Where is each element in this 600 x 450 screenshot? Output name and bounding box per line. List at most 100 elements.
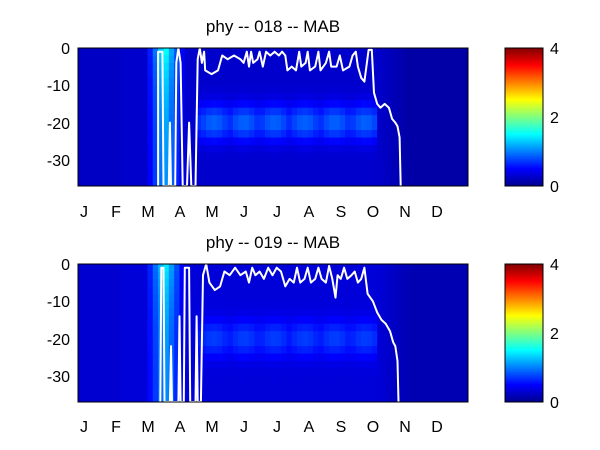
heatmap-cell bbox=[248, 301, 255, 310]
heatmap-cell bbox=[377, 278, 384, 287]
heatmap-cell bbox=[211, 100, 218, 109]
heatmap-cell bbox=[457, 323, 464, 332]
heatmap-cell bbox=[345, 167, 352, 176]
heatmap-cell bbox=[243, 390, 250, 399]
heatmap-cell bbox=[104, 398, 111, 402]
heatmap-cell bbox=[142, 323, 149, 332]
heatmap-cell bbox=[457, 92, 464, 101]
heatmap-cell bbox=[334, 85, 341, 94]
heatmap-cell bbox=[323, 375, 330, 384]
heatmap-cell bbox=[142, 375, 149, 384]
heatmap-cell bbox=[259, 77, 266, 86]
heatmap-cell bbox=[419, 100, 426, 109]
heatmap-cell bbox=[158, 174, 165, 183]
heatmap-cell bbox=[457, 264, 464, 273]
heatmap-cell bbox=[115, 360, 122, 370]
heatmap-cell bbox=[371, 122, 378, 131]
heatmap-cell bbox=[174, 271, 181, 280]
heatmap-cell bbox=[163, 383, 170, 392]
heatmap-cell bbox=[147, 383, 154, 392]
heatmap-cell bbox=[232, 398, 239, 402]
heatmap-cell bbox=[286, 144, 293, 154]
heatmap-cell bbox=[350, 130, 357, 139]
heatmap-cell bbox=[403, 383, 410, 392]
heatmap-cell bbox=[318, 62, 325, 71]
heatmap-cell bbox=[211, 174, 218, 183]
heatmap-cell bbox=[190, 398, 197, 402]
heatmap-cell bbox=[371, 144, 378, 154]
heatmap-cell bbox=[136, 308, 143, 317]
heatmap-cell bbox=[142, 122, 149, 131]
heatmap-cell bbox=[88, 286, 95, 295]
heatmap-cell bbox=[355, 301, 362, 310]
heatmap-cell bbox=[88, 331, 95, 340]
heatmap-cell bbox=[297, 264, 303, 273]
heatmap-cell bbox=[339, 316, 346, 325]
heatmap-cell bbox=[152, 398, 159, 402]
heatmap-cell bbox=[238, 48, 245, 57]
heatmap-cell bbox=[339, 368, 346, 377]
heatmap-cell bbox=[318, 390, 325, 399]
heatmap-cell bbox=[227, 144, 234, 154]
heatmap-cell bbox=[409, 271, 416, 280]
heatmap-cell bbox=[115, 48, 122, 57]
heatmap-cell bbox=[179, 286, 186, 295]
heatmap-cell bbox=[387, 174, 394, 183]
heatmap-cell bbox=[211, 182, 218, 186]
heatmap-cell bbox=[83, 100, 90, 109]
heatmap-cell bbox=[136, 271, 143, 280]
heatmap-cell bbox=[361, 62, 368, 71]
heatmap-cell bbox=[163, 115, 170, 124]
heatmap-cell bbox=[398, 286, 405, 295]
heatmap-cell bbox=[457, 144, 464, 154]
heatmap-cell bbox=[115, 323, 122, 332]
heatmap-cell bbox=[142, 48, 149, 57]
heatmap-cell bbox=[174, 323, 181, 332]
colorbar-gradient-2 bbox=[504, 263, 544, 403]
heatmap-cell bbox=[147, 346, 154, 355]
heatmap-cell bbox=[313, 100, 320, 109]
heatmap-cell bbox=[83, 398, 90, 402]
heatmap-cell bbox=[120, 159, 127, 168]
heatmap-cell bbox=[147, 137, 154, 146]
heatmap-cell bbox=[126, 278, 133, 287]
heatmap-cell bbox=[88, 271, 95, 280]
heatmap-cell bbox=[163, 107, 170, 116]
heatmap-cell bbox=[211, 278, 218, 287]
heatmap-cell bbox=[286, 316, 293, 325]
heatmap-cell bbox=[318, 398, 325, 402]
heatmap-cell bbox=[152, 85, 159, 94]
heatmap-cell bbox=[264, 346, 271, 355]
heatmap-cell bbox=[387, 70, 394, 79]
heatmap-cell bbox=[382, 346, 389, 355]
heatmap-cell bbox=[313, 278, 320, 287]
heatmap-cell bbox=[78, 353, 84, 362]
heatmap-cell bbox=[94, 383, 100, 392]
heatmap-cell bbox=[206, 308, 213, 317]
heatmap-cell bbox=[94, 390, 100, 399]
heatmap-cell bbox=[339, 85, 346, 94]
heatmap-cell bbox=[168, 48, 175, 57]
heatmap-cell bbox=[136, 323, 143, 332]
heatmap-cell bbox=[200, 301, 207, 310]
heatmap-cell bbox=[120, 390, 127, 399]
heatmap-cell bbox=[387, 85, 394, 94]
heatmap-cell bbox=[270, 368, 277, 377]
heatmap-cell bbox=[78, 130, 84, 139]
heatmap-cell bbox=[211, 308, 218, 317]
heatmap-cell bbox=[446, 331, 453, 340]
heatmap-cell bbox=[254, 331, 261, 340]
x-tick-label: J bbox=[240, 204, 248, 221]
heatmap-cell bbox=[355, 137, 362, 146]
heatmap-cell bbox=[286, 182, 293, 186]
heatmap-cell bbox=[355, 353, 362, 362]
x-tick-label: D bbox=[431, 204, 443, 221]
heatmap-cell bbox=[200, 323, 207, 332]
heatmap-cell bbox=[184, 383, 191, 392]
heatmap-cell bbox=[254, 62, 261, 71]
heatmap-cell bbox=[142, 144, 149, 154]
heatmap-cell bbox=[307, 293, 314, 302]
heatmap-cell bbox=[302, 346, 309, 355]
heatmap-cell bbox=[94, 323, 100, 332]
heatmap-cell bbox=[393, 77, 400, 86]
